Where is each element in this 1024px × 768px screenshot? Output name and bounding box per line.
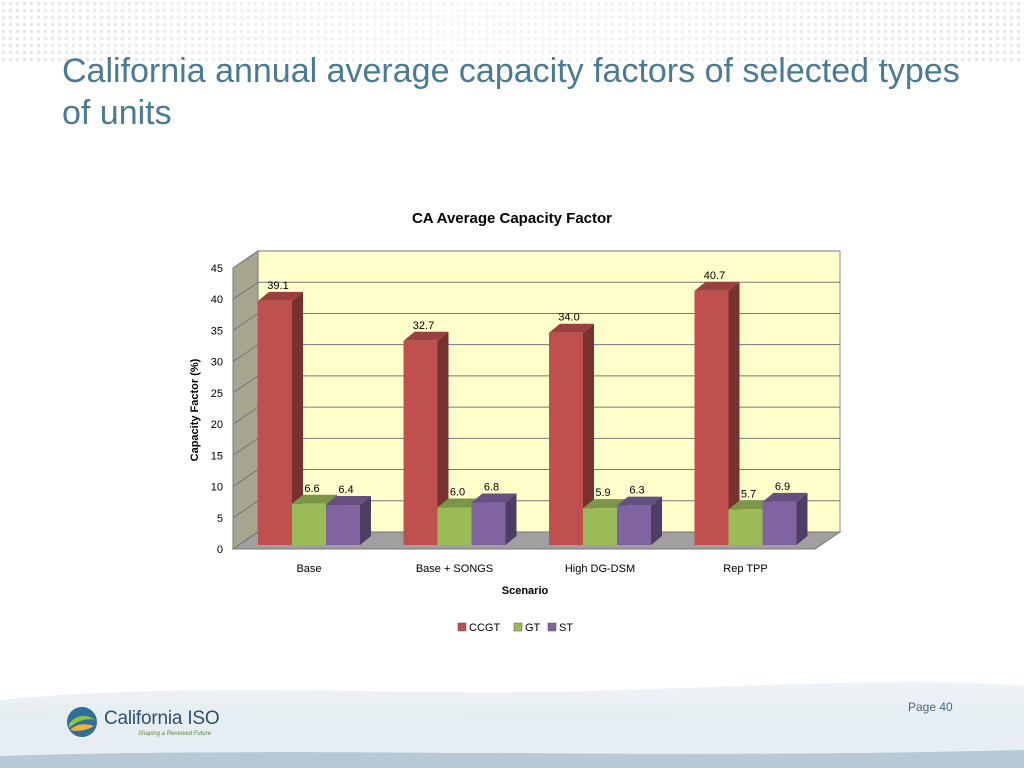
bar-gt [437,507,472,545]
bar-ccgt [403,340,438,545]
header-dot-pattern [0,0,1024,62]
data-label-gt: 6.6 [304,483,319,495]
data-label-ccgt: 32.7 [413,320,434,332]
bar-ccgt-side [728,281,740,545]
legend-label-st: ST [559,622,573,634]
legend-swatch-ccgt [457,622,467,632]
bar-st-top [762,492,808,502]
bar-ccgt-top [403,331,449,341]
chart-title: CA Average Capacity Factor [412,210,612,227]
bar-gt [292,503,326,545]
bar-gt-top [728,500,774,510]
y-tick-label: 5 [217,513,223,525]
x-tick-label: Base [296,563,321,575]
bar-st-side [651,496,662,545]
y-axis-title: Capacity Factor (%) [189,358,201,461]
data-label-ccgt: 40.7 [704,270,725,282]
bar-ccgt [549,332,583,545]
bar-st-top [617,496,662,506]
bar-gt [583,508,617,545]
x-tick-label: Rep TPP [723,563,767,575]
data-label-st: 6.9 [775,481,790,493]
california-iso-logo: California ISO Shaping a Renewed Future [66,702,246,746]
data-label-st: 6.4 [338,484,353,496]
logo-globe-icon [67,707,97,737]
data-label-gt: 5.9 [595,487,610,499]
bar-ccgt-side [292,291,303,545]
bar-st [326,505,360,545]
footer-wave [0,682,1024,768]
bar-ccgt [258,300,292,545]
bar-ccgt-top [258,291,303,301]
y-tick-label: 0 [217,544,223,556]
bar-st-side [360,496,371,545]
bar-gt-top [437,498,483,508]
legend-label-gt: GT [525,622,541,634]
page-number: Page 40 [908,700,953,714]
legend-swatch-gt [513,622,523,632]
y-tick-label: 25 [211,388,223,400]
bar-ccgt [694,290,729,545]
data-label-gt: 5.7 [741,488,756,500]
gridline [232,250,840,269]
bar-ccgt-side [437,331,449,545]
data-label-ccgt: 34.0 [558,312,579,324]
bar-st-top [471,493,517,503]
bar-st [617,505,651,545]
legend-swatch-st [547,622,557,632]
y-tick-label: 35 [211,325,223,337]
y-tick-label: 20 [211,419,223,431]
legend-label-ccgt: CCGT [469,622,500,634]
data-label-ccgt: 39.1 [267,280,288,292]
bar-st [762,501,797,545]
data-label-gt: 6.0 [450,487,465,499]
logo-name: California ISO [104,708,220,729]
x-tick-label: Base + SONGS [416,563,493,575]
bar-st-side [505,493,517,545]
bar-st-top [326,496,371,506]
y-tick-label: 45 [211,263,223,275]
bar-gt [728,509,763,545]
y-tick-label: 30 [211,357,223,369]
y-tick-label: 10 [211,482,223,494]
bar-ccgt-top [549,323,594,333]
bar-ccgt-top [694,281,740,291]
bar-st-side [796,492,808,545]
x-tick-label: High DG-DSM [565,563,635,575]
y-tick-label: 15 [211,450,223,462]
data-label-st: 6.8 [484,482,499,494]
logo-tagline: Shaping a Renewed Future [138,731,212,737]
x-axis-title: Scenario [502,585,549,597]
y-tick-label: 40 [211,294,223,306]
slide-title: California annual average capacity facto… [62,52,960,132]
bar-gt-top [583,499,628,509]
gridline [232,281,840,300]
bar-st [471,502,506,545]
bar-ccgt-side [583,323,594,545]
data-label-st: 6.3 [629,485,644,497]
bar-gt-top [292,494,337,504]
plot-side-wall [232,250,259,550]
